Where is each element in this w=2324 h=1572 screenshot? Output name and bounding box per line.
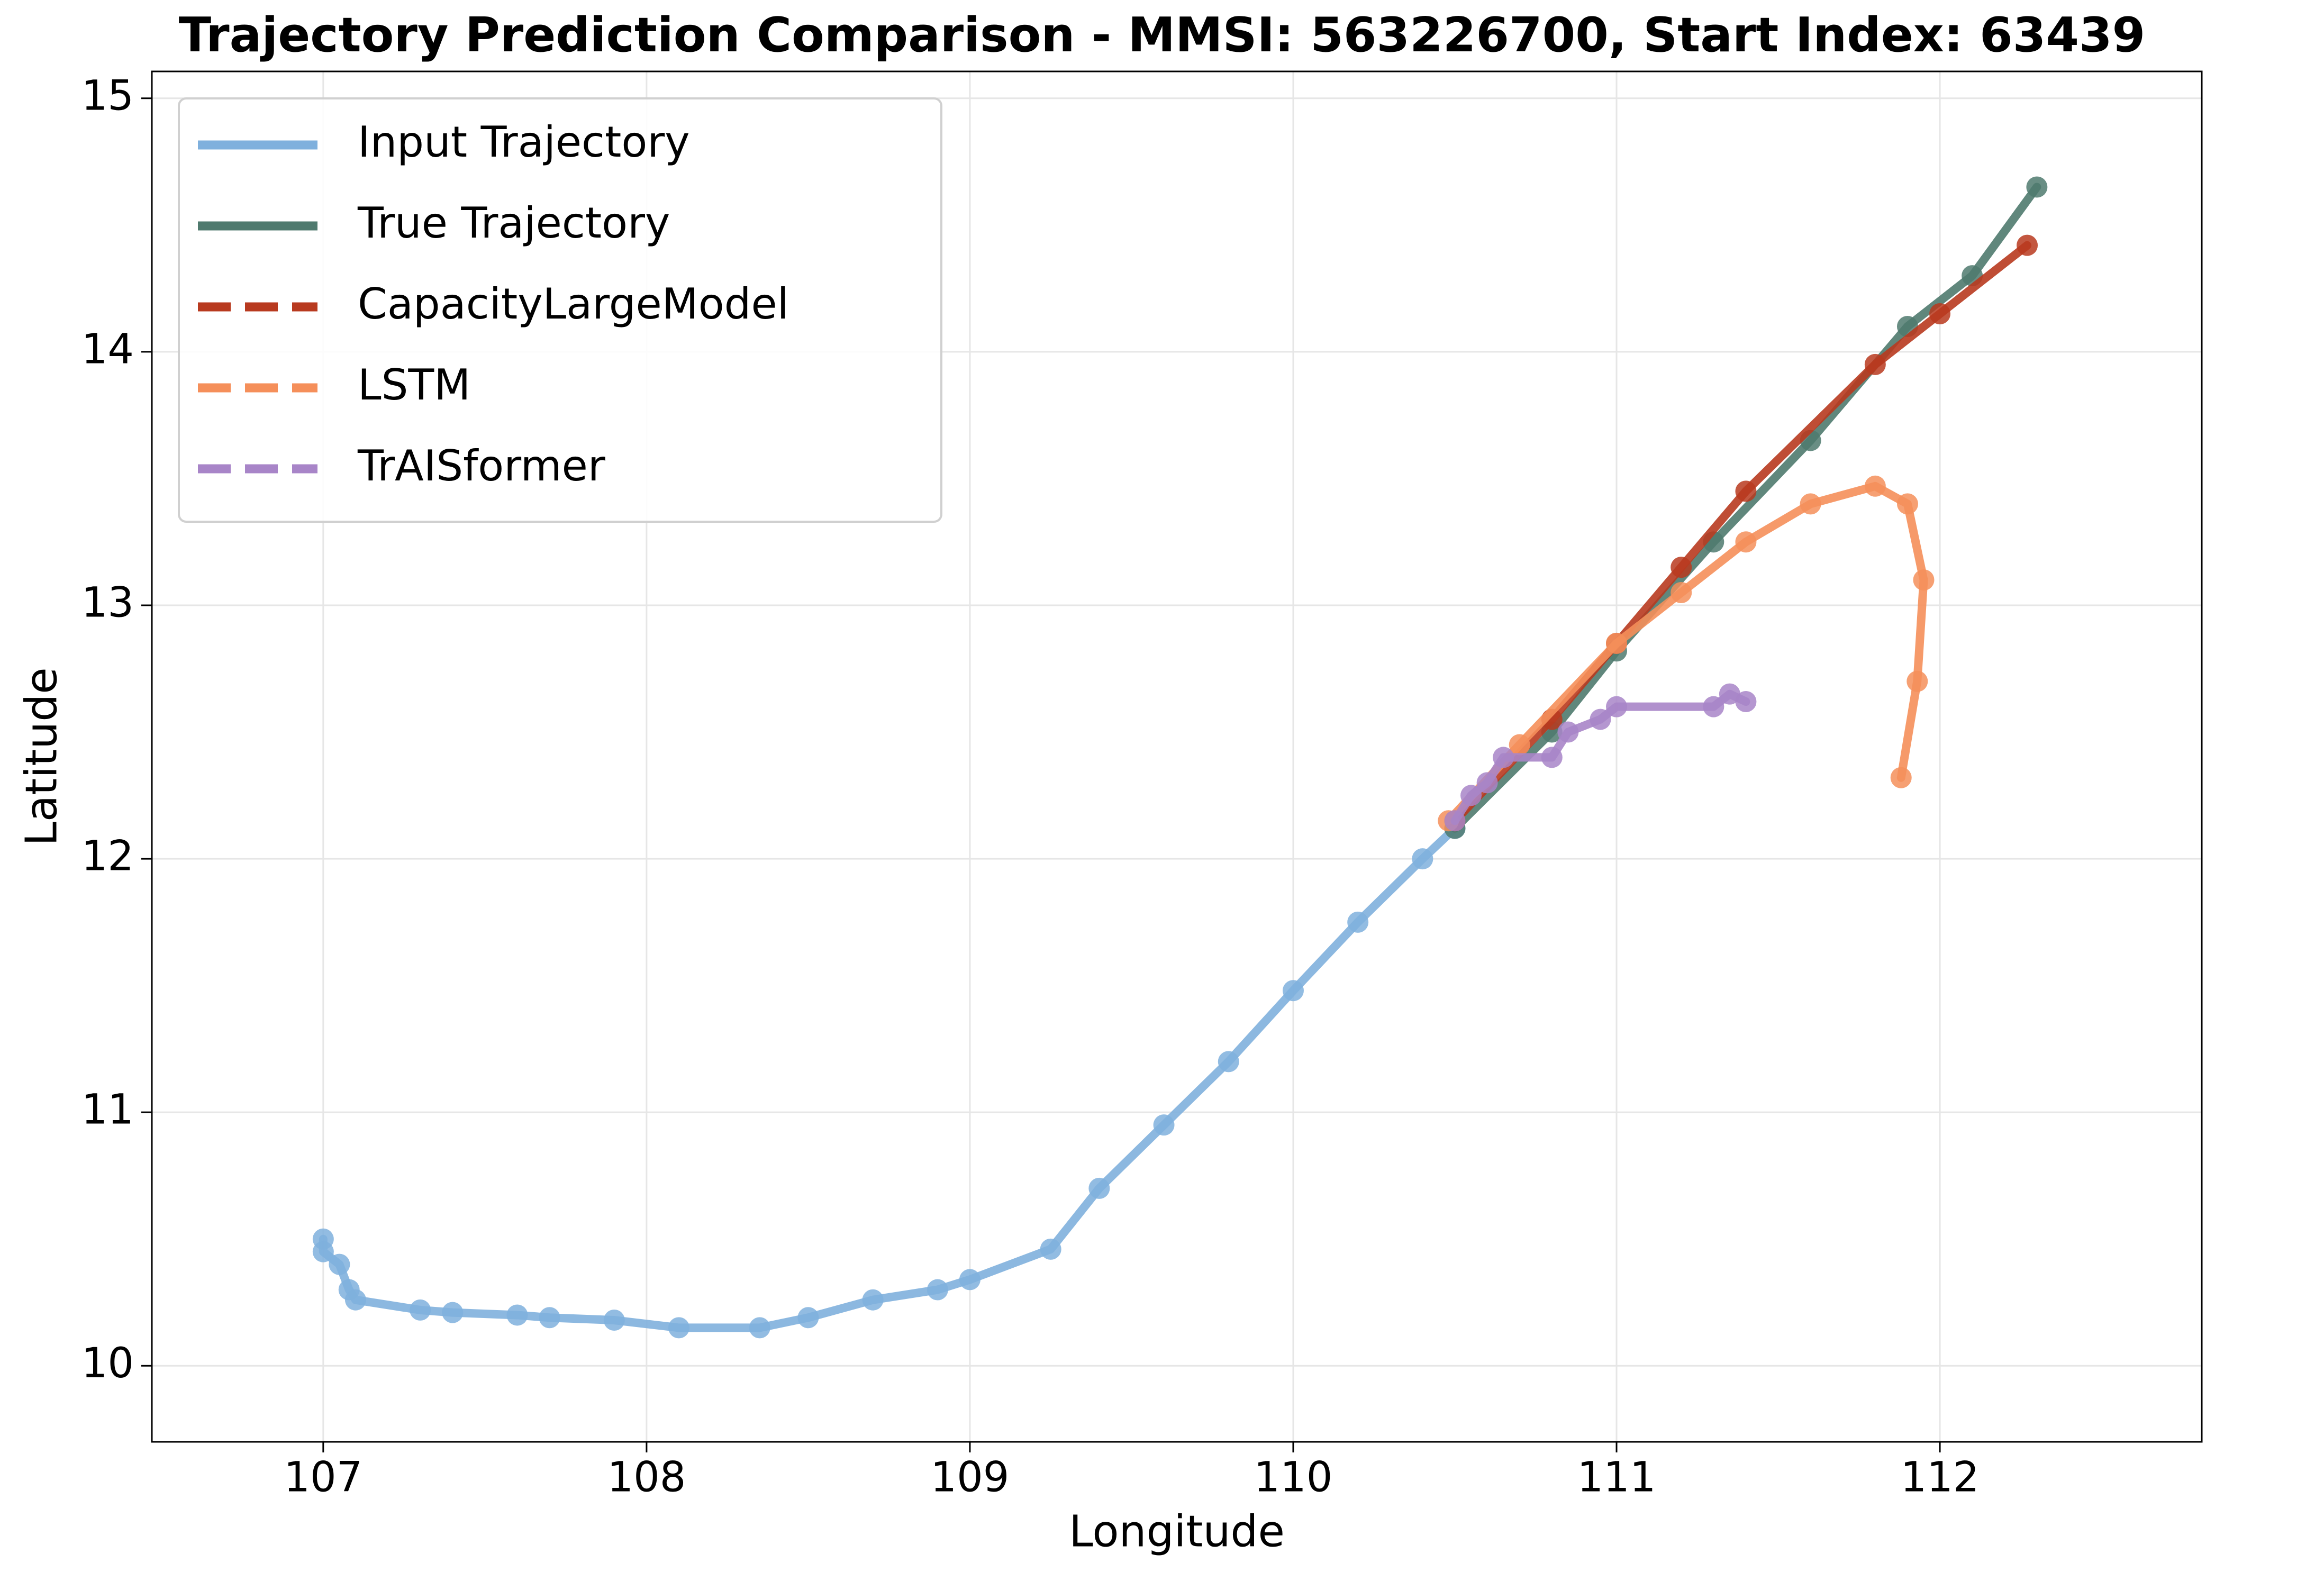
series-marker xyxy=(1907,670,1928,692)
series-marker xyxy=(1735,480,1757,502)
legend-box xyxy=(178,97,942,523)
series-line xyxy=(1450,241,2032,825)
y-tick-label: 14 xyxy=(81,325,134,373)
grid xyxy=(152,71,2202,1442)
series-marker xyxy=(927,1279,948,1301)
series-marker xyxy=(410,1299,431,1321)
legend: Input Trajectory True Trajectory CapacityL… xyxy=(178,97,942,523)
series-marker xyxy=(1671,557,1692,578)
series-marker xyxy=(506,1304,528,1326)
legend-label: TrAISformer xyxy=(357,441,605,490)
series-marker xyxy=(1671,582,1692,604)
series-marker xyxy=(1896,493,1918,515)
series-marker xyxy=(1476,772,1498,794)
series-marker xyxy=(1541,747,1563,768)
series-marker xyxy=(1606,632,1628,654)
series-marker xyxy=(1153,1114,1175,1136)
series-marker xyxy=(442,1302,464,1323)
series-marker xyxy=(1444,810,1466,832)
series-marker xyxy=(1913,569,1935,591)
series-marker xyxy=(312,1241,334,1262)
series-marker xyxy=(2017,234,2038,256)
series-marker xyxy=(1088,1177,1110,1199)
series-marker xyxy=(539,1307,560,1329)
series-marker xyxy=(1864,353,1886,375)
x-tick-label: 110 xyxy=(1254,1453,1333,1501)
series-marker xyxy=(1282,980,1304,1002)
x-tick-label: 109 xyxy=(930,1453,1009,1501)
legend-label: Input Trajectory xyxy=(358,117,690,167)
series-marker xyxy=(1509,734,1530,756)
series-marker xyxy=(749,1317,770,1339)
series-marker xyxy=(1703,696,1724,717)
series-marker xyxy=(344,1289,366,1311)
series-marker xyxy=(603,1310,625,1331)
y-tick-label: 11 xyxy=(81,1086,134,1134)
series-marker xyxy=(1735,531,1757,553)
series-marker xyxy=(1606,696,1628,717)
y-tick-label: 10 xyxy=(81,1340,134,1387)
y-tick-label: 12 xyxy=(81,833,134,880)
series-marker xyxy=(1719,683,1740,705)
series-line xyxy=(1450,183,2041,833)
series-marker xyxy=(1347,911,1369,933)
x-tick-label: 111 xyxy=(1577,1453,1656,1501)
series-marker xyxy=(2026,176,2048,198)
series-marker xyxy=(1800,493,1821,515)
legend-label: CapacityLargeModel xyxy=(358,279,789,329)
series-marker xyxy=(1412,848,1433,870)
y-axis-label: Latitude xyxy=(16,667,67,846)
series-marker xyxy=(1864,475,1886,497)
series-marker xyxy=(1735,691,1757,713)
series-marker xyxy=(1557,721,1579,743)
x-tick-label: 108 xyxy=(607,1453,686,1501)
series-marker xyxy=(1590,708,1611,730)
x-axis-label: Longitude xyxy=(1069,1506,1285,1557)
chart-title: Trajectory Prediction Comparison - MMSI:… xyxy=(179,7,2145,63)
series-marker xyxy=(668,1317,689,1339)
series-marker xyxy=(959,1269,981,1291)
y-tick-label: 15 xyxy=(81,72,134,120)
series-marker xyxy=(1218,1051,1239,1073)
plot-area xyxy=(312,176,2048,1339)
series-marker xyxy=(797,1307,819,1329)
series-marker xyxy=(1460,785,1482,806)
series-marker xyxy=(1929,303,1951,325)
series-marker xyxy=(1890,767,1912,788)
series-marker xyxy=(1493,747,1514,768)
series-marker xyxy=(1040,1238,1061,1260)
series-marker xyxy=(862,1289,884,1311)
series-marker xyxy=(329,1253,350,1275)
axes-frame xyxy=(151,70,2203,1443)
x-tick-label: 107 xyxy=(284,1453,362,1501)
x-tick-label: 112 xyxy=(1901,1453,1980,1501)
legend-label: LSTM xyxy=(358,360,470,410)
legend-label: True Trajectory xyxy=(357,198,670,248)
y-tick-label: 13 xyxy=(81,579,134,626)
